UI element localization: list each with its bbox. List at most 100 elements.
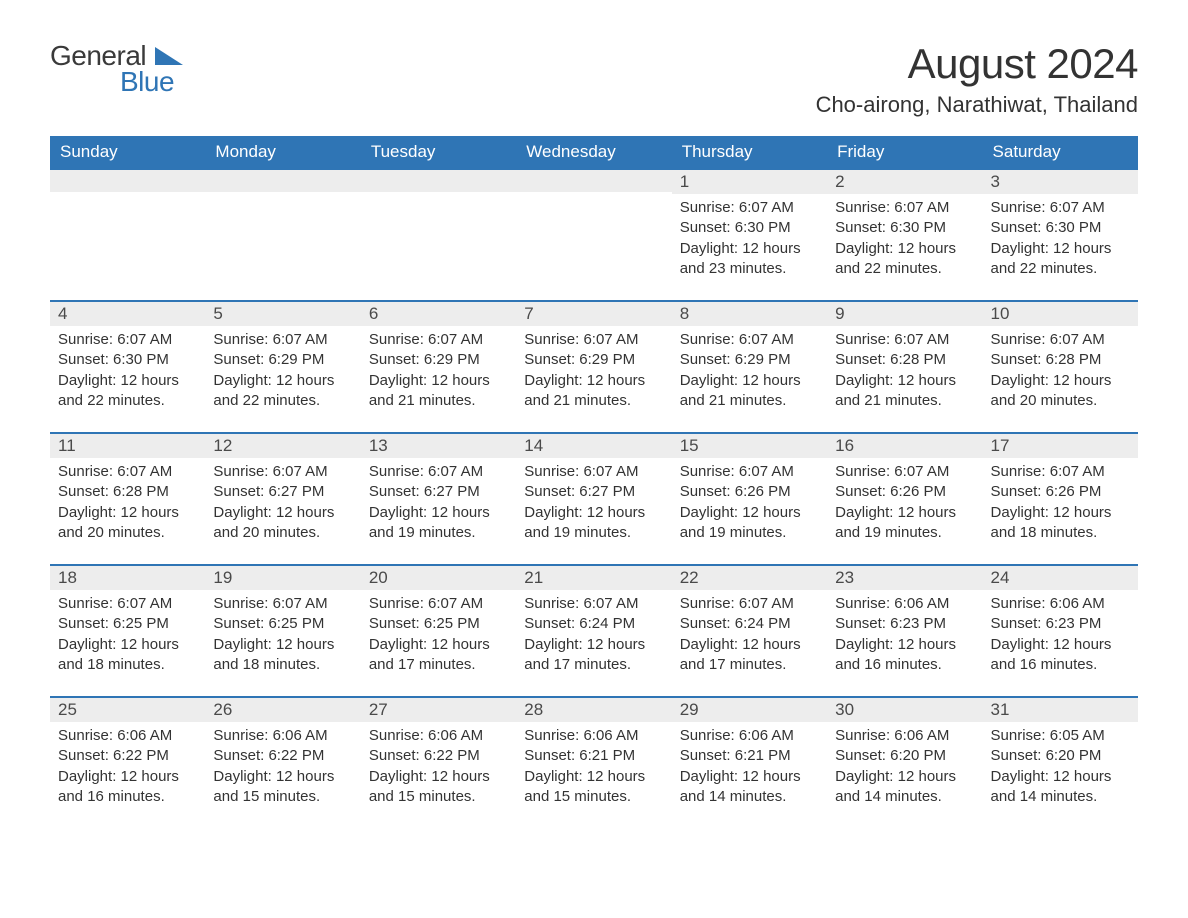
sunset-line: Sunset: 6:27 PM [524, 482, 663, 502]
day-number: 9 [827, 300, 982, 326]
daylight-line: Daylight: 12 hours and 15 minutes. [213, 767, 352, 808]
empty-day-header [516, 168, 671, 192]
sunrise-line: Sunrise: 6:07 AM [524, 594, 663, 614]
calendar-cell: 4Sunrise: 6:07 AMSunset: 6:30 PMDaylight… [50, 300, 205, 432]
sunset-line: Sunset: 6:22 PM [369, 746, 508, 766]
weekday-header: Thursday [672, 136, 827, 168]
day-number: 23 [827, 564, 982, 590]
weekday-header: Wednesday [516, 136, 671, 168]
calendar-cell [205, 168, 360, 300]
calendar-week-row: 18Sunrise: 6:07 AMSunset: 6:25 PMDayligh… [50, 564, 1138, 696]
day-details: Sunrise: 6:06 AMSunset: 6:20 PMDaylight:… [827, 722, 982, 807]
sunset-line: Sunset: 6:28 PM [835, 350, 974, 370]
day-details: Sunrise: 6:06 AMSunset: 6:23 PMDaylight:… [827, 590, 982, 675]
daylight-line: Daylight: 12 hours and 19 minutes. [680, 503, 819, 544]
daylight-line: Daylight: 12 hours and 20 minutes. [213, 503, 352, 544]
sunrise-line: Sunrise: 6:07 AM [58, 594, 197, 614]
daylight-line: Daylight: 12 hours and 18 minutes. [58, 635, 197, 676]
day-number: 16 [827, 432, 982, 458]
sunrise-line: Sunrise: 6:07 AM [213, 330, 352, 350]
day-number: 29 [672, 696, 827, 722]
day-number: 17 [983, 432, 1138, 458]
day-number: 30 [827, 696, 982, 722]
calendar-cell [50, 168, 205, 300]
sunset-line: Sunset: 6:27 PM [213, 482, 352, 502]
title-block: August 2024 Cho-airong, Narathiwat, Thai… [816, 40, 1138, 118]
daylight-line: Daylight: 12 hours and 15 minutes. [524, 767, 663, 808]
calendar-cell: 22Sunrise: 6:07 AMSunset: 6:24 PMDayligh… [672, 564, 827, 696]
day-number: 25 [50, 696, 205, 722]
sunrise-line: Sunrise: 6:06 AM [58, 726, 197, 746]
empty-day-header [205, 168, 360, 192]
sunrise-line: Sunrise: 6:07 AM [835, 198, 974, 218]
daylight-line: Daylight: 12 hours and 17 minutes. [369, 635, 508, 676]
calendar-cell: 24Sunrise: 6:06 AMSunset: 6:23 PMDayligh… [983, 564, 1138, 696]
day-details: Sunrise: 6:07 AMSunset: 6:29 PMDaylight:… [672, 326, 827, 411]
daylight-line: Daylight: 12 hours and 17 minutes. [524, 635, 663, 676]
day-number: 31 [983, 696, 1138, 722]
calendar-cell: 21Sunrise: 6:07 AMSunset: 6:24 PMDayligh… [516, 564, 671, 696]
day-number: 10 [983, 300, 1138, 326]
daylight-line: Daylight: 12 hours and 22 minutes. [991, 239, 1130, 280]
day-details: Sunrise: 6:06 AMSunset: 6:22 PMDaylight:… [361, 722, 516, 807]
day-number: 3 [983, 168, 1138, 194]
calendar-cell: 20Sunrise: 6:07 AMSunset: 6:25 PMDayligh… [361, 564, 516, 696]
day-details: Sunrise: 6:06 AMSunset: 6:21 PMDaylight:… [516, 722, 671, 807]
day-number: 5 [205, 300, 360, 326]
sunset-line: Sunset: 6:25 PM [58, 614, 197, 634]
calendar-cell: 6Sunrise: 6:07 AMSunset: 6:29 PMDaylight… [361, 300, 516, 432]
day-details: Sunrise: 6:07 AMSunset: 6:24 PMDaylight:… [672, 590, 827, 675]
sunset-line: Sunset: 6:21 PM [680, 746, 819, 766]
day-number: 7 [516, 300, 671, 326]
calendar-cell: 2Sunrise: 6:07 AMSunset: 6:30 PMDaylight… [827, 168, 982, 300]
day-details: Sunrise: 6:06 AMSunset: 6:22 PMDaylight:… [205, 722, 360, 807]
calendar-cell: 17Sunrise: 6:07 AMSunset: 6:26 PMDayligh… [983, 432, 1138, 564]
sunset-line: Sunset: 6:23 PM [835, 614, 974, 634]
day-details: Sunrise: 6:07 AMSunset: 6:29 PMDaylight:… [516, 326, 671, 411]
sunrise-line: Sunrise: 6:07 AM [524, 462, 663, 482]
sunrise-line: Sunrise: 6:05 AM [991, 726, 1130, 746]
daylight-line: Daylight: 12 hours and 19 minutes. [369, 503, 508, 544]
calendar-cell: 5Sunrise: 6:07 AMSunset: 6:29 PMDaylight… [205, 300, 360, 432]
daylight-line: Daylight: 12 hours and 21 minutes. [680, 371, 819, 412]
day-number: 19 [205, 564, 360, 590]
day-number: 1 [672, 168, 827, 194]
calendar-cell: 19Sunrise: 6:07 AMSunset: 6:25 PMDayligh… [205, 564, 360, 696]
daylight-line: Daylight: 12 hours and 20 minutes. [58, 503, 197, 544]
day-number: 14 [516, 432, 671, 458]
sunrise-line: Sunrise: 6:06 AM [835, 726, 974, 746]
calendar-week-row: 4Sunrise: 6:07 AMSunset: 6:30 PMDaylight… [50, 300, 1138, 432]
daylight-line: Daylight: 12 hours and 14 minutes. [835, 767, 974, 808]
sunrise-line: Sunrise: 6:07 AM [58, 330, 197, 350]
day-details: Sunrise: 6:07 AMSunset: 6:26 PMDaylight:… [983, 458, 1138, 543]
day-number: 24 [983, 564, 1138, 590]
empty-day-header [50, 168, 205, 192]
sunset-line: Sunset: 6:20 PM [835, 746, 974, 766]
calendar-body: 1Sunrise: 6:07 AMSunset: 6:30 PMDaylight… [50, 168, 1138, 828]
daylight-line: Daylight: 12 hours and 21 minutes. [524, 371, 663, 412]
empty-day-header [361, 168, 516, 192]
sunset-line: Sunset: 6:28 PM [991, 350, 1130, 370]
day-number: 18 [50, 564, 205, 590]
sunset-line: Sunset: 6:29 PM [369, 350, 508, 370]
daylight-line: Daylight: 12 hours and 16 minutes. [58, 767, 197, 808]
day-details: Sunrise: 6:07 AMSunset: 6:29 PMDaylight:… [361, 326, 516, 411]
day-details: Sunrise: 6:07 AMSunset: 6:24 PMDaylight:… [516, 590, 671, 675]
calendar-week-row: 1Sunrise: 6:07 AMSunset: 6:30 PMDaylight… [50, 168, 1138, 300]
calendar-cell: 10Sunrise: 6:07 AMSunset: 6:28 PMDayligh… [983, 300, 1138, 432]
sunrise-line: Sunrise: 6:07 AM [369, 330, 508, 350]
page-header: General Blue August 2024 Cho-airong, Nar… [50, 40, 1138, 118]
calendar-cell: 7Sunrise: 6:07 AMSunset: 6:29 PMDaylight… [516, 300, 671, 432]
calendar-cell [361, 168, 516, 300]
sunset-line: Sunset: 6:26 PM [680, 482, 819, 502]
sunset-line: Sunset: 6:25 PM [369, 614, 508, 634]
day-details: Sunrise: 6:07 AMSunset: 6:27 PMDaylight:… [361, 458, 516, 543]
calendar-cell: 28Sunrise: 6:06 AMSunset: 6:21 PMDayligh… [516, 696, 671, 828]
day-details: Sunrise: 6:07 AMSunset: 6:30 PMDaylight:… [672, 194, 827, 279]
location-subtitle: Cho-airong, Narathiwat, Thailand [816, 92, 1138, 118]
daylight-line: Daylight: 12 hours and 16 minutes. [835, 635, 974, 676]
day-details: Sunrise: 6:07 AMSunset: 6:27 PMDaylight:… [205, 458, 360, 543]
calendar-cell: 11Sunrise: 6:07 AMSunset: 6:28 PMDayligh… [50, 432, 205, 564]
sunrise-line: Sunrise: 6:06 AM [369, 726, 508, 746]
day-details: Sunrise: 6:07 AMSunset: 6:26 PMDaylight:… [827, 458, 982, 543]
